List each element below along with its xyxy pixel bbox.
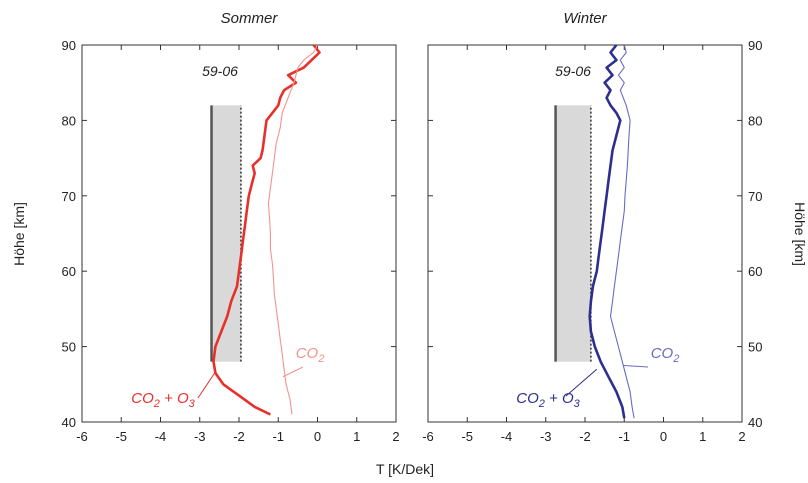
label-pointer-co2-o3 <box>565 368 598 397</box>
series-line-co2-o3 <box>588 44 626 419</box>
y-axis-label-left: Höhe [km] <box>11 202 27 266</box>
y-tick-label: 80 <box>748 113 762 128</box>
series-label-co2-o3-main: CO <box>516 390 539 407</box>
x-tick-label: -5 <box>115 429 127 444</box>
series-label-co2-o3-sub2: 3 <box>189 398 196 410</box>
y-tick-label: 60 <box>748 264 762 279</box>
x-tick-label: -3 <box>194 429 206 444</box>
summer-panel: -6 -5 -4 -3 -2 -1 0 1 2 40 50 60 70 80 90 Sommer 59-06 CO… <box>62 10 400 444</box>
x-tick-label: 1 <box>699 429 706 444</box>
series-label-co2-o3-sub2: 3 <box>574 398 581 410</box>
series-label-co2-main: CO <box>651 345 674 362</box>
series-label-co2: CO2 <box>651 345 680 365</box>
x-tick-label: 0 <box>660 429 667 444</box>
winter-panel: -6 -5 -4 -3 -2 -1 0 1 2405060708090Winter59-06CO… <box>422 10 762 444</box>
period-label: 59-06 <box>202 63 238 79</box>
series-line-co2 <box>267 44 318 415</box>
x-tick-label: -4 <box>155 429 167 444</box>
series-line-co2 <box>609 44 635 419</box>
panel-title: Winter <box>563 10 607 27</box>
series-label-co2-o3-sub: 2 <box>538 398 545 410</box>
y-tick-label: 60 <box>62 264 76 279</box>
x-tick-label: -6 <box>422 429 434 444</box>
series-label-co2-sub: 2 <box>317 353 324 365</box>
y-tick-label: 80 <box>62 113 76 128</box>
y-tick-label: 70 <box>748 189 762 204</box>
trend-range-band <box>211 105 241 362</box>
x-axis-label: T [K/Dek] <box>376 461 434 477</box>
x-tick-label: -3 <box>540 429 552 444</box>
series-label-co2-o3-plus: + O <box>160 390 189 407</box>
x-tick-label: -2 <box>233 429 245 444</box>
trend-range-band <box>555 105 591 362</box>
x-tick-label: 2 <box>392 429 399 444</box>
y-tick-label: 70 <box>62 189 76 204</box>
y-tick-label: 90 <box>748 38 762 53</box>
series-label-co2-o3: CO2 + O3 <box>516 390 580 410</box>
x-tick-label: -1 <box>272 429 284 444</box>
x-tick-label: -6 <box>76 429 88 444</box>
label-pointer-co2-o3 <box>197 372 216 399</box>
label-pointer-co2 <box>282 366 304 378</box>
series-label-co2-o3: CO2 + O3 <box>131 390 195 410</box>
x-tick-label: -1 <box>618 429 630 444</box>
series-line-co2-o3 <box>212 44 321 416</box>
label-pointer-co2 <box>623 364 649 368</box>
x-tick-label: 1 <box>353 429 360 444</box>
series-label-co2-sub: 2 <box>672 353 679 365</box>
x-tick-label: 2 <box>738 429 745 444</box>
series-label-co2-o3-plus: + O <box>545 390 574 407</box>
y-tick-label: 50 <box>62 340 76 355</box>
x-tick-label: 0 <box>314 429 321 444</box>
series-label-co2-main: CO <box>296 345 319 362</box>
x-tick-label: -2 <box>579 429 591 444</box>
y-tick-label: 40 <box>62 415 76 430</box>
series-label-co2: CO2 <box>296 345 325 365</box>
period-label: 59-06 <box>555 63 591 79</box>
series-label-co2-o3-sub: 2 <box>153 398 160 410</box>
y-tick-label: 40 <box>748 415 762 430</box>
y-tick-label: 50 <box>748 340 762 355</box>
y-tick-label: 90 <box>62 38 76 53</box>
x-tick-label: -4 <box>501 429 513 444</box>
series-label-co2-o3-main: CO <box>131 390 154 407</box>
y-axis-label-right: Höhe [km] <box>792 202 808 266</box>
x-tick-label: -5 <box>461 429 473 444</box>
panel-title: Sommer <box>221 10 279 27</box>
